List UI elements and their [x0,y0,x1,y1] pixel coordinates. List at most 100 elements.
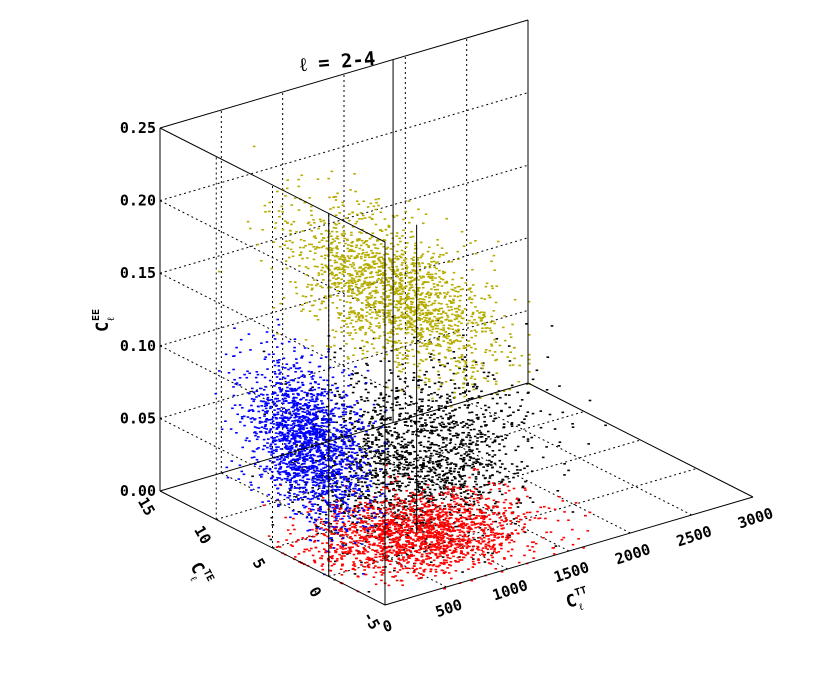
data-point-projection-TE-EE [338,460,342,463]
data-point-projection-TT-TE [523,554,526,557]
data-point-projection-TT-TE [413,565,416,567]
data-point-projection-TE-EE [292,410,295,413]
data-point-projection-TE-EE [275,418,278,420]
data-point-projection-TE-EE [332,470,336,473]
data-point-3d-samples [428,459,432,461]
data-point-3d-samples [357,380,361,383]
data-point-3d-samples [386,417,390,419]
data-point-3d-samples [396,464,399,467]
data-point-3d-samples [384,381,388,384]
data-point-projection-TE-EE [269,443,273,446]
data-point-3d-samples [457,473,461,476]
data-point-3d-samples [320,474,324,477]
data-point-projection-TT-TE [384,509,388,512]
data-point-3d-samples [417,430,420,433]
data-point-projection-TT-TE [484,547,488,549]
data-point-3d-samples [347,481,350,483]
data-point-3d-samples [587,443,590,445]
data-point-projection-TT-TE [385,525,389,528]
data-point-3d-samples [333,395,337,397]
data-point-3d-samples [464,443,467,445]
data-point-projection-TT-TE [389,551,393,554]
data-point-projection-TE-EE [304,435,308,438]
data-point-3d-samples [472,461,475,464]
data-point-projection-TT-TE [436,538,439,540]
data-point-3d-samples [357,504,361,506]
data-point-projection-TT-TE [413,521,416,524]
data-point-projection-TT-TE [367,502,370,505]
data-point-projection-TT-TE [430,495,434,498]
data-point-projection-TT-TE [498,522,502,524]
data-point-3d-samples [431,461,434,463]
data-point-3d-samples [416,488,420,491]
data-point-projection-TE-EE [343,443,347,445]
data-point-projection-TT-TE [458,508,461,510]
data-point-projection-TT-TE [341,564,344,567]
data-point-projection-TT-TE [397,548,401,551]
data-point-projection-TT-TE [413,514,417,516]
data-point-projection-TT-TE [330,533,333,535]
data-point-3d-samples [485,452,489,455]
data-point-projection-TE-EE [345,485,348,487]
data-point-projection-TT-TE [482,529,486,531]
data-point-projection-TT-TE [422,517,425,519]
data-point-projection-TE-EE [309,387,313,390]
data-point-projection-TE-EE [297,466,300,468]
data-point-projection-TT-TE [431,517,434,520]
data-point-projection-TE-EE [260,405,263,407]
data-point-projection-TE-EE [310,418,313,421]
data-point-projection-TT-TE [360,535,363,538]
data-point-3d-samples [332,465,335,467]
data-point-projection-TT-TE [436,546,439,548]
data-point-projection-TE-EE [326,452,329,455]
data-point-projection-TT-TE [364,506,368,508]
data-point-projection-TE-EE [333,447,337,449]
data-point-3d-samples [396,498,400,500]
data-point-projection-TE-EE [306,497,310,500]
data-point-projection-TE-EE [302,397,305,399]
data-point-3d-samples [349,417,352,419]
data-point-projection-TT-TE [538,517,542,519]
data-point-projection-TT-TE [389,519,393,521]
data-point-3d-samples [462,491,466,493]
data-point-projection-TT-TE [508,536,511,538]
data-point-3d-samples [471,397,474,399]
data-point-projection-TT-TE [359,537,362,539]
data-point-3d-samples [328,476,331,478]
data-point-projection-TT-TE [442,526,445,529]
data-point-projection-TT-TE [377,528,380,530]
data-point-projection-TT-TE [432,563,436,566]
data-point-3d-samples [517,498,521,501]
data-point-3d-samples [475,460,478,462]
data-point-projection-TT-TE [484,543,488,546]
data-point-3d-samples [508,394,511,396]
data-point-projection-TT-TE [385,487,389,489]
data-point-projection-TT-TE [438,514,441,517]
data-point-projection-TE-EE [342,442,346,444]
data-point-3d-samples [428,356,432,358]
data-point-projection-TE-EE [283,393,286,396]
data-point-projection-TT-TE [349,541,352,543]
data-point-projection-TE-EE [301,463,304,465]
data-point-3d-samples [355,522,359,524]
data-point-projection-TE-EE [330,443,333,446]
data-point-3d-samples [398,404,401,406]
data-point-projection-TT-TE [497,551,501,553]
data-point-3d-samples [423,495,427,497]
data-point-projection-TT-TE [429,557,432,559]
data-point-projection-TT-TE [517,521,521,523]
data-point-3d-samples [457,446,461,448]
data-point-3d-samples [449,499,453,502]
data-point-projection-TT-TE [427,526,430,528]
data-point-projection-TE-EE [274,432,278,434]
data-point-projection-TE-EE [311,378,314,380]
data-point-3d-samples [453,357,456,359]
data-point-projection-TT-TE [401,567,405,570]
data-point-projection-TE-EE [266,398,269,401]
data-point-3d-samples [407,452,410,454]
data-point-3d-samples [465,455,469,457]
data-point-projection-TT-TE [349,549,352,551]
data-point-3d-samples [501,478,504,481]
data-point-projection-TT-TE [404,567,408,569]
data-point-projection-TE-EE [306,466,309,468]
